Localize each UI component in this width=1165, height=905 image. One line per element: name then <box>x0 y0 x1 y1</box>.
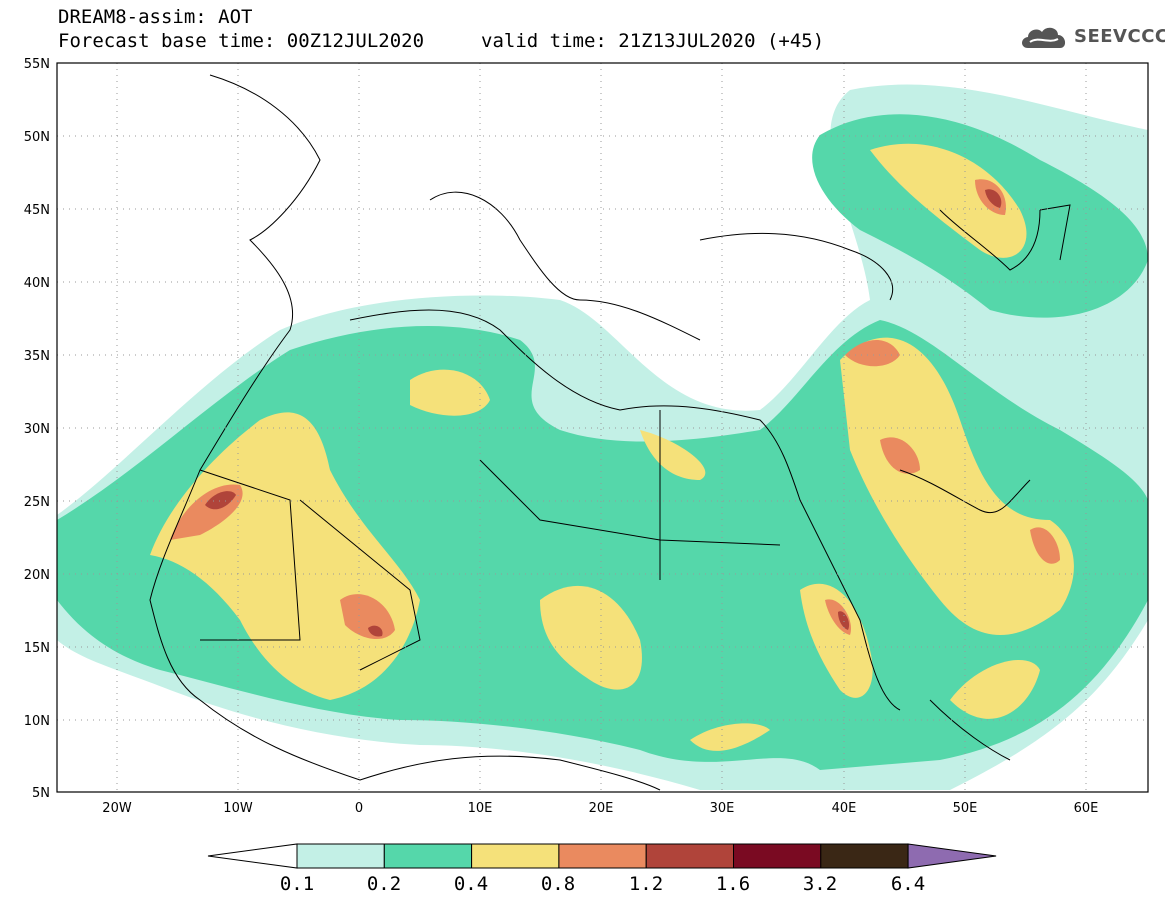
colorbar-segment <box>471 843 560 869</box>
colorbar-label: 3.2 <box>802 873 838 895</box>
colorbar-segment <box>820 843 909 869</box>
lat-label: 40N <box>24 276 50 291</box>
colorbar-segment <box>296 843 385 869</box>
lon-label: 30E <box>710 801 735 816</box>
colorbar <box>207 843 997 869</box>
lon-label: 40E <box>832 801 857 816</box>
map-title: DREAM8-assim: AOT <box>58 6 253 28</box>
colorbar-label: 0.4 <box>453 873 489 895</box>
lat-label: 10N <box>24 714 50 729</box>
latitude-axis: 55N 50N 45N 40N 35N 30N 25N 20N 15N 10N … <box>24 57 50 801</box>
colorbar-label: 0.8 <box>540 873 576 895</box>
longitude-axis: 20W 10W 0 10E 20E 30E 40E 50E 60E <box>102 801 1098 816</box>
lon-label: 10W <box>223 801 253 816</box>
lon-label: 10E <box>468 801 493 816</box>
colorbar-label: 0.2 <box>366 873 402 895</box>
colorbar-segment <box>558 843 647 869</box>
cloud-icon <box>1022 27 1066 48</box>
coastlines <box>149 74 1071 791</box>
lat-label: 15N <box>24 641 50 656</box>
lon-label: 50E <box>953 801 978 816</box>
lat-label: 50N <box>24 130 50 145</box>
lat-label: 35N <box>24 349 50 364</box>
colorbar-segment <box>645 843 735 869</box>
colorbar-underflow <box>207 843 298 869</box>
colorbar-label: 1.2 <box>628 873 664 895</box>
lat-label: 5N <box>32 786 50 801</box>
seevccc-logo: SEEVCCC <box>1018 22 1165 54</box>
valid-time: valid time: 21Z13JUL2020 (+45) <box>481 30 825 52</box>
colorbar-segment <box>383 843 473 869</box>
lat-label: 30N <box>24 422 50 437</box>
logo-text: SEEVCCC <box>1074 26 1165 47</box>
lon-label: 20E <box>589 801 614 816</box>
lon-label: 20W <box>102 801 132 816</box>
aot-shading <box>57 84 1148 791</box>
lat-label: 20N <box>24 568 50 583</box>
colorbar-label: 6.4 <box>890 873 926 895</box>
lon-label: 0 <box>355 801 363 816</box>
lon-label: 60E <box>1074 801 1099 816</box>
map-frame <box>56 62 1149 793</box>
lat-label: 45N <box>24 203 50 218</box>
colorbar-overflow <box>907 843 997 869</box>
colorbar-segment <box>733 843 822 869</box>
colorbar-label: 1.6 <box>715 873 751 895</box>
lat-label: 25N <box>24 495 50 510</box>
forecast-base-time: Forecast base time: 00Z12JUL2020 <box>58 30 425 52</box>
lat-label: 55N <box>24 57 50 72</box>
colorbar-label: 0.1 <box>279 873 315 895</box>
